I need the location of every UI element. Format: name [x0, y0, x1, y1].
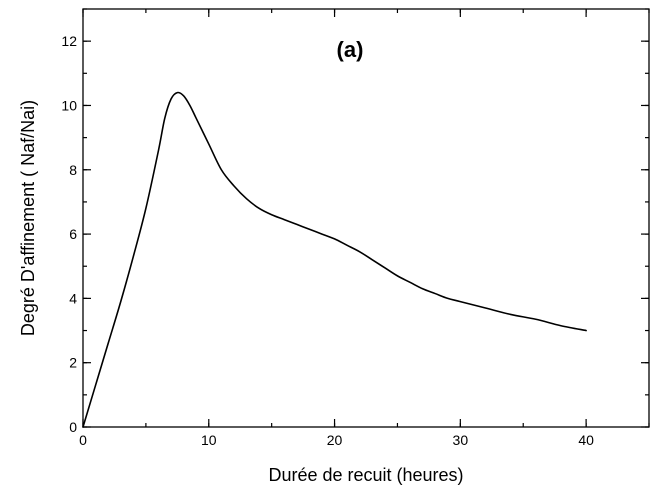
- series-line: [82, 91, 587, 428]
- y-tick-label: 0: [69, 419, 77, 435]
- x-tick-label: 10: [201, 432, 217, 448]
- y-tick-label: 10: [61, 97, 77, 113]
- panel-annotation: (a): [337, 37, 364, 62]
- y-tick-label: 6: [69, 226, 77, 242]
- y-tick-label: 8: [69, 162, 77, 178]
- y-tick-label: 2: [69, 355, 77, 371]
- x-axis-title: Durée de recuit (heures): [268, 465, 463, 485]
- x-tick-label: 30: [453, 432, 469, 448]
- axis-ticks: [82, 8, 650, 428]
- y-axis-title: Degré D'affinement ( Naf/Nai): [18, 100, 38, 336]
- x-tick-label: 0: [79, 432, 87, 448]
- x-tick-label: 40: [578, 432, 594, 448]
- y-tick-label: 4: [69, 290, 77, 306]
- plot-frame: [82, 8, 650, 428]
- y-tick-label: 12: [61, 33, 77, 49]
- x-tick-label: 20: [327, 432, 343, 448]
- tick-labels: 0 10 20 30 40 0 2 4 6 8 10 12: [61, 33, 594, 448]
